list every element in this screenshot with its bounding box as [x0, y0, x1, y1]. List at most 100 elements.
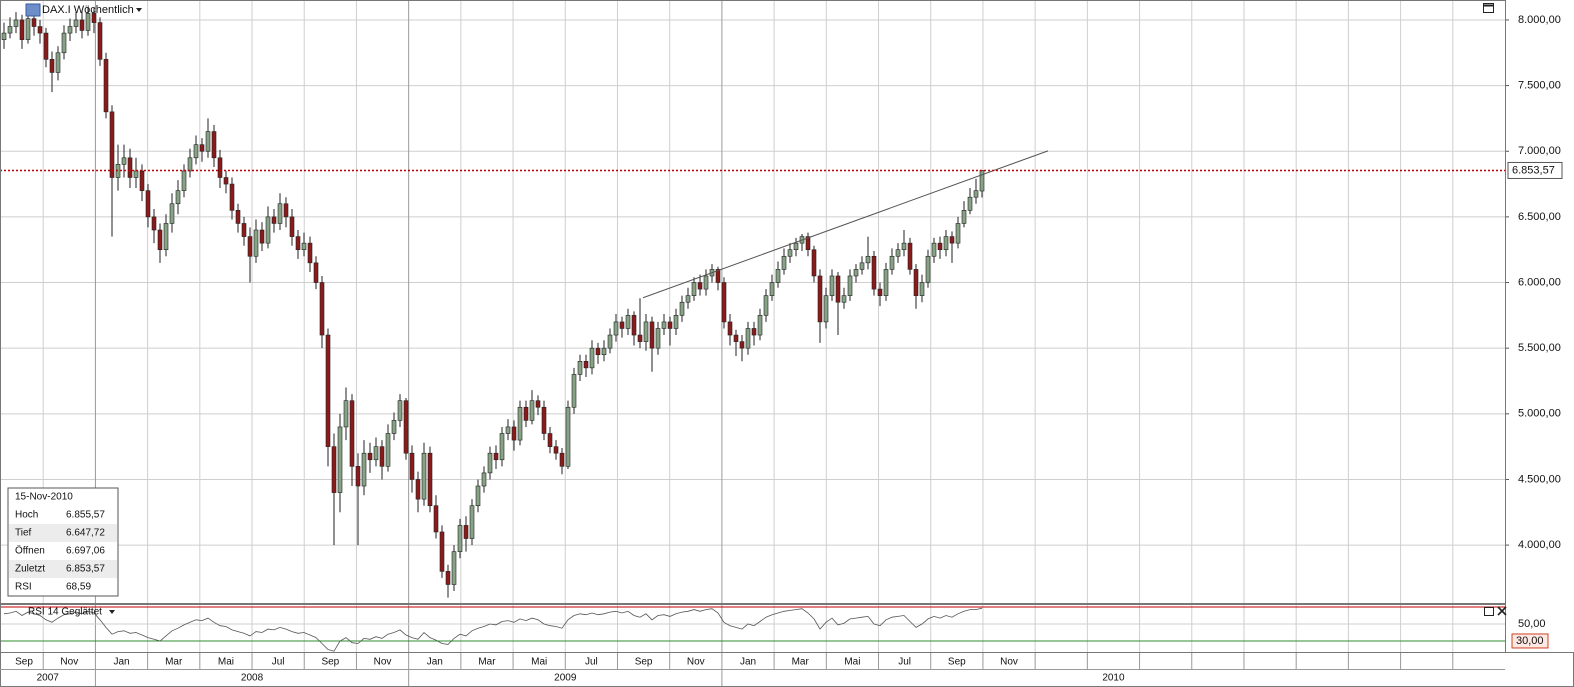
candle-body: [607, 334, 613, 349]
candle-body: [589, 347, 595, 369]
candle-body: [823, 295, 829, 323]
x-tick-label: Jul: [585, 657, 598, 668]
candle-body: [763, 295, 769, 316]
candle-body: [727, 321, 733, 336]
candle-body: [751, 328, 757, 336]
candle-body: [865, 255, 871, 264]
candle-body: [895, 249, 901, 257]
candle-body: [151, 216, 157, 231]
candle-body: [619, 321, 625, 329]
close-rsi-button[interactable]: [1497, 606, 1507, 616]
candle-body: [13, 19, 19, 27]
candle-body: [673, 315, 679, 329]
candle-body: [955, 223, 961, 244]
candle-body: [655, 328, 661, 349]
info-row-label: Hoch: [15, 510, 38, 521]
candle-body: [487, 452, 493, 474]
info-box: 15-Nov-2010 Hoch 6.855,57 Tief 6.647,72 Öffne…: [7, 487, 119, 597]
x-tick-label: Mai: [218, 657, 234, 668]
rsi-lower-label: 30,00: [1516, 635, 1544, 647]
x-tick-label: Jan: [113, 657, 129, 668]
rsi-title[interactable]: RSI 14 Geglättet: [28, 607, 102, 618]
candle-body: [439, 531, 445, 572]
candle-body: [427, 452, 433, 507]
candle-body: [409, 452, 415, 480]
x-tick-label: Sep: [321, 657, 339, 668]
candle-body: [523, 406, 529, 421]
candle-body: [877, 288, 883, 296]
candle-body: [121, 157, 127, 165]
candle-body: [241, 223, 247, 237]
candle-body: [529, 400, 535, 421]
candle-body: [229, 183, 235, 211]
candle-body: [1, 32, 7, 40]
candle-body: [91, 13, 97, 23]
candle-body: [109, 111, 115, 178]
rsi-panel: [0, 606, 1505, 652]
candle-body: [367, 452, 373, 461]
candle-body: [379, 446, 385, 467]
candle-body: [271, 216, 277, 224]
candle-body: [613, 321, 619, 336]
candle-body: [31, 18, 37, 27]
y-tick-label: 8.000,00: [1518, 14, 1561, 26]
candle-body: [577, 361, 583, 375]
candle-body: [49, 59, 55, 73]
candle-body: [721, 282, 727, 323]
candle-body: [907, 242, 913, 270]
candle-body: [433, 505, 439, 533]
candle-body: [667, 321, 673, 329]
candle-body: [685, 295, 691, 303]
y-tick-label: 7.500,00: [1518, 80, 1561, 92]
candle-body: [805, 236, 811, 251]
candle-body: [331, 446, 337, 493]
candle-body: [553, 446, 559, 454]
maximize-rsi-button[interactable]: [1484, 607, 1494, 616]
candle-body: [7, 26, 13, 34]
x-tick-label: Mai: [844, 657, 860, 668]
candle-body: [925, 255, 931, 283]
candle-body: [775, 269, 781, 283]
symbol-icon[interactable]: [25, 3, 41, 17]
candle-body: [859, 262, 865, 270]
candle-body: [541, 406, 547, 434]
info-row-value: 68,59: [66, 582, 91, 593]
candle-body: [403, 400, 409, 454]
candle-body: [127, 157, 133, 178]
candle-body: [247, 236, 253, 257]
candle-body: [469, 505, 475, 539]
candle-body: [169, 203, 175, 224]
candle-body: [547, 433, 553, 447]
candle-body: [163, 223, 169, 251]
candle-body: [679, 301, 685, 316]
x-tick-label: Nov: [60, 657, 78, 668]
candle-body: [301, 242, 307, 251]
candle-body: [451, 551, 457, 585]
candle-body: [949, 236, 955, 244]
maximize-button[interactable]: [1483, 3, 1494, 13]
candle-body: [67, 26, 73, 34]
candle-body: [739, 341, 745, 349]
info-row-stripe: [9, 560, 117, 578]
dropdown-arrow[interactable]: [136, 8, 142, 12]
candle-body: [415, 479, 421, 500]
candle-body: [85, 13, 91, 31]
chart-title[interactable]: DAX.I Wöchentlich: [42, 4, 134, 16]
candle-body: [373, 446, 379, 461]
candle-body: [787, 249, 793, 257]
candle-body: [661, 321, 667, 329]
trendline: [642, 150, 1049, 299]
candle-body: [979, 170, 985, 192]
candle-body: [817, 275, 823, 323]
candle-body: [211, 131, 217, 159]
x-tick-label: Jul: [898, 657, 911, 668]
candle-body: [961, 210, 967, 224]
candle-body: [235, 210, 241, 224]
candle-body: [355, 466, 361, 487]
candle-body: [307, 242, 313, 264]
plot-area: [0, 6, 1505, 598]
y-tick-label: 6.000,00: [1518, 276, 1561, 288]
candle-body: [289, 216, 295, 237]
candle-body: [103, 59, 109, 113]
rsi-line: [3, 607, 983, 652]
